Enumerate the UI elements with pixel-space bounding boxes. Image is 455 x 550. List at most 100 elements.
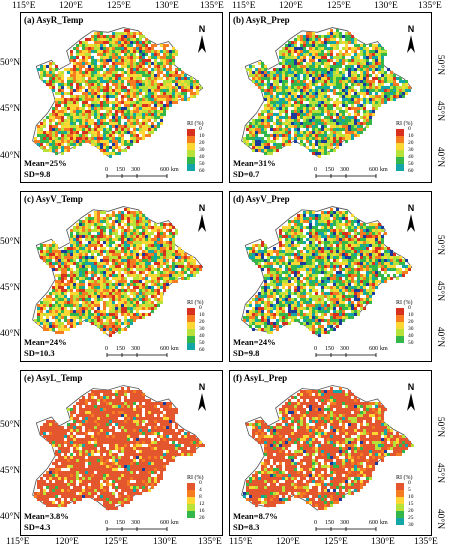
legend-value: 50 [199, 161, 205, 167]
north-label: N [198, 382, 206, 392]
left-tick: 45°N [0, 104, 21, 114]
mean-label: Mean=25% [24, 158, 67, 168]
raster-cells [243, 29, 411, 158]
north-label: N [407, 24, 415, 34]
top-tick: 115°E [232, 1, 256, 11]
legend-value: 40 [199, 333, 205, 339]
top-tick: 125°E [327, 1, 351, 11]
legend-value: 30 [199, 147, 205, 153]
legend-value: 50 [199, 340, 205, 346]
legend-swatch [396, 143, 404, 150]
sd-label: SD=9.8 [233, 348, 260, 358]
legend-swatch [187, 308, 195, 315]
north-arrow-icon: N [195, 203, 209, 234]
scale-tick-label: 600 [369, 167, 378, 173]
left-tick: 45°N [0, 466, 21, 476]
scale-tick-label: 0 [105, 167, 108, 173]
legend-swatch [396, 315, 404, 322]
left-tick: 50°N [0, 58, 21, 68]
legend: RI (%) 0 5 10 15 20 25 30 [396, 475, 431, 533]
left-tick: 50°N [0, 420, 21, 430]
legend-value: 10 [199, 312, 205, 318]
panel-title: (a) AsyR_Temp [24, 15, 84, 25]
north-label: N [198, 203, 206, 213]
legend-title: RI (%) [187, 300, 204, 306]
region-map [241, 385, 414, 511]
legend-value: 20 [199, 140, 205, 146]
panel-title: (d) AsyV_Prep [233, 194, 290, 204]
scale-tick-label: 600 [160, 167, 169, 173]
legend-value: 20 [408, 508, 414, 514]
left-tick: 50°N [0, 237, 21, 247]
scale-tick-label: 150 [116, 167, 125, 173]
legend-swatch [187, 129, 195, 136]
legend-value: 10 [199, 133, 205, 139]
left-tick: 45°N [0, 283, 21, 293]
legend-swatch [396, 518, 404, 525]
legend-swatch [396, 336, 404, 343]
legend-swatch [396, 136, 404, 143]
legend-title: RI (%) [187, 475, 204, 481]
sd-label: SD=9.8 [24, 169, 51, 179]
north-arrow-icon: N [195, 24, 209, 55]
scale-tick-label: 0 [314, 346, 317, 352]
north-arrow-icon: N [404, 24, 418, 55]
scale-tick-label: 150 [325, 520, 334, 526]
scale-tick-label: 600 [369, 346, 378, 352]
scale-bar-line [315, 353, 377, 357]
panel-title: (e) AsyL_Temp [24, 373, 83, 383]
right-tick: 40°N [435, 508, 446, 530]
legend-swatch [187, 322, 195, 329]
legend-swatch [187, 143, 195, 150]
bottom-tick: 130°E [153, 537, 177, 547]
map-panel-c: (c) AsyV_Temp N RI (%) 0 10 20 30 40 50 60 Mea… [20, 191, 223, 362]
bottom-tick: 135°E [414, 537, 438, 547]
legend-value: 10 [408, 133, 414, 139]
scale-tick-label: 600 [160, 520, 169, 526]
legend-value: 10 [408, 494, 414, 500]
legend: RI (%) 0 10 20 30 40 50 60 [187, 121, 222, 179]
legend-swatch [396, 157, 404, 164]
mean-label: Mean=24% [24, 337, 67, 347]
legend-value: 0 [408, 305, 411, 311]
right-tick: 45°N [435, 462, 446, 484]
north-label: N [198, 24, 206, 34]
scale-bar: 0 150 300 600 km [314, 520, 394, 534]
scale-unit: km [171, 167, 179, 173]
left-tick: 40°N [0, 151, 21, 161]
legend: RI (%) 0 10 20 30 40 50 60 [187, 300, 222, 358]
scale-tick-label: 0 [314, 520, 317, 526]
bottom-tick: 125°E [324, 537, 348, 547]
scale-unit: km [171, 520, 179, 526]
region-map [32, 385, 205, 511]
legend-value: 30 [199, 326, 205, 332]
legend-title: RI (%) [396, 300, 413, 306]
scale-unit: km [380, 520, 388, 526]
scale-tick-label: 300 [340, 520, 349, 526]
legend: RI (%) 0 10 20 30 40 50 [396, 300, 431, 358]
legend-swatch [187, 497, 195, 504]
legend-swatch [396, 483, 404, 490]
scale-tick-label: 300 [131, 167, 140, 173]
legend-value: 30 [408, 326, 414, 332]
region-map [241, 27, 413, 158]
legend-value: 0 [199, 305, 202, 311]
right-tick: 45°N [435, 100, 446, 122]
scale-bar-line [106, 527, 168, 531]
north-arrow-icon: N [404, 382, 418, 413]
legend-swatch [187, 315, 195, 322]
scale-tick-label: 0 [105, 520, 108, 526]
bottom-tick: 120°E [55, 537, 79, 547]
mean-label: Mean=24% [233, 337, 276, 347]
left-tick: 40°N [0, 512, 21, 522]
legend-value: 50 [408, 161, 414, 167]
sd-label: SD=10.3 [24, 348, 55, 358]
legend-swatch [187, 150, 195, 157]
legend-value: 40 [199, 154, 205, 160]
legend-value: 20 [408, 319, 414, 325]
scale-tick-label: 150 [325, 346, 334, 352]
scale-tick-label: 600 [160, 346, 169, 352]
sd-label: SD=0.7 [233, 169, 260, 179]
legend-swatch [396, 497, 404, 504]
legend-swatch [396, 129, 404, 136]
